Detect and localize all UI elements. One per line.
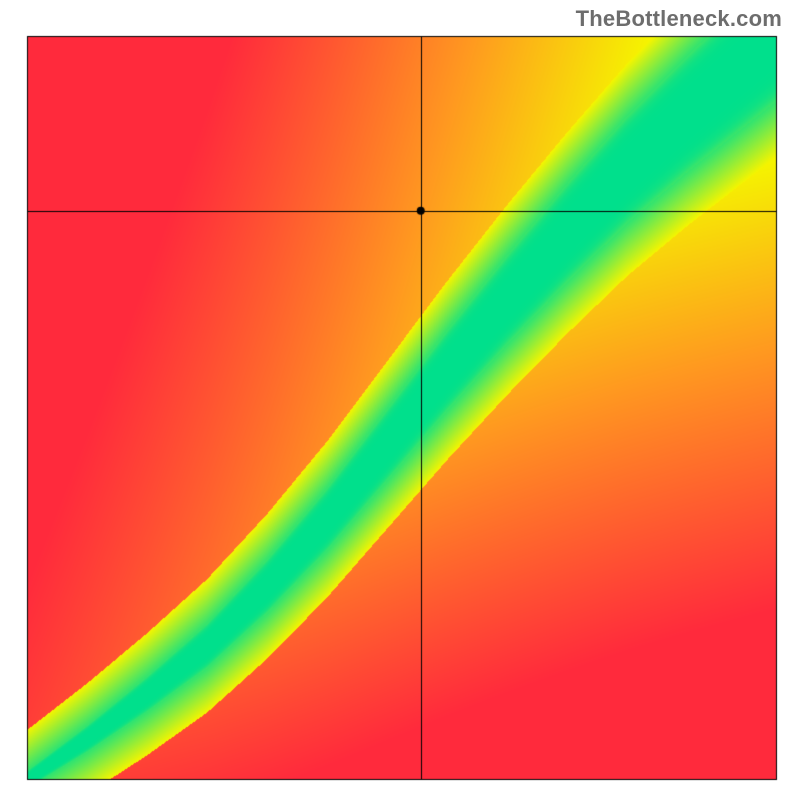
watermark-label: TheBottleneck.com xyxy=(576,6,782,32)
heatmap-canvas xyxy=(0,0,800,800)
chart-container: TheBottleneck.com xyxy=(0,0,800,800)
